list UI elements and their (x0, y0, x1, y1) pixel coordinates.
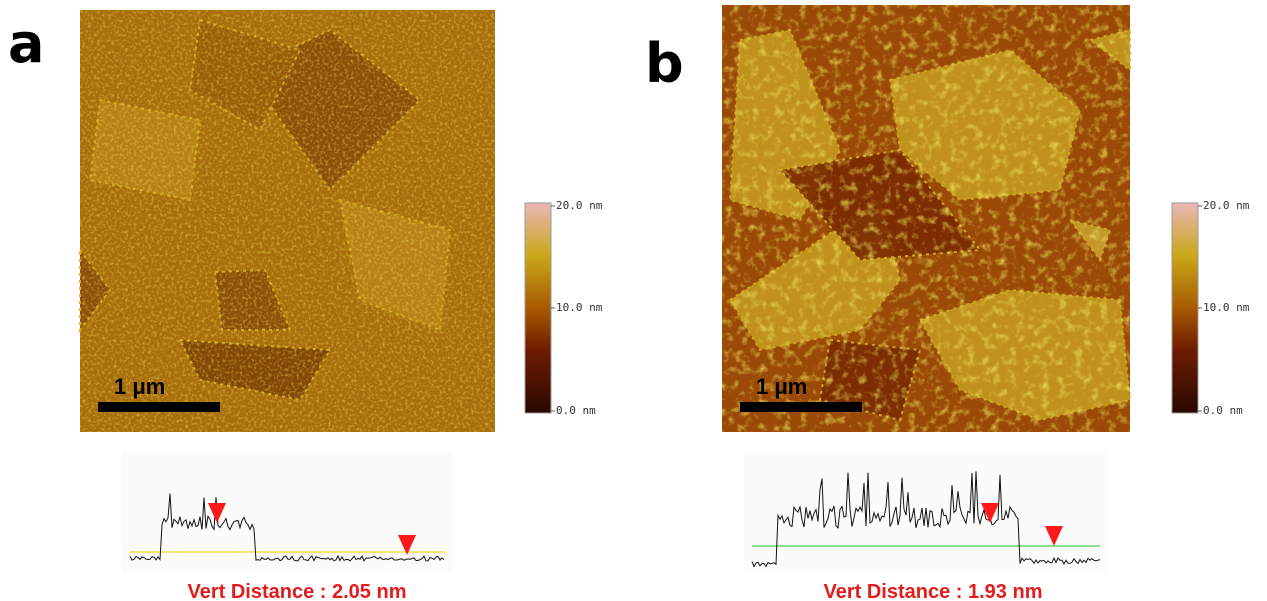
colorbar (525, 203, 551, 413)
colorbar-label: 0.0 nm (1203, 404, 1243, 417)
colorbar-label: 10.0 nm (556, 301, 603, 314)
scale-bar-label: 1 μm (114, 374, 165, 399)
figure: a 1 μm 20.0 nm 10.0 nm 0.0 nm Vert Distance :… (0, 0, 1267, 601)
panel-label: b (645, 32, 684, 95)
scale-bar-label: 1 μm (756, 374, 807, 399)
colorbar (1172, 203, 1198, 413)
colorbar-label: 0.0 nm (556, 404, 596, 417)
colorbar-label: 20.0 nm (1203, 199, 1250, 212)
texture (722, 5, 1130, 432)
profile-bg (122, 452, 453, 572)
scale-bar (740, 402, 862, 412)
profile-caption: Vert Distance : 1.93 nm (824, 581, 1043, 601)
scale-bar (98, 402, 220, 412)
profile-caption: Vert Distance : 2.05 nm (188, 581, 407, 601)
colorbar-label: 20.0 nm (556, 199, 603, 212)
colorbar-label: 10.0 nm (1203, 301, 1250, 314)
texture (80, 10, 495, 432)
panel-label: a (8, 12, 44, 75)
